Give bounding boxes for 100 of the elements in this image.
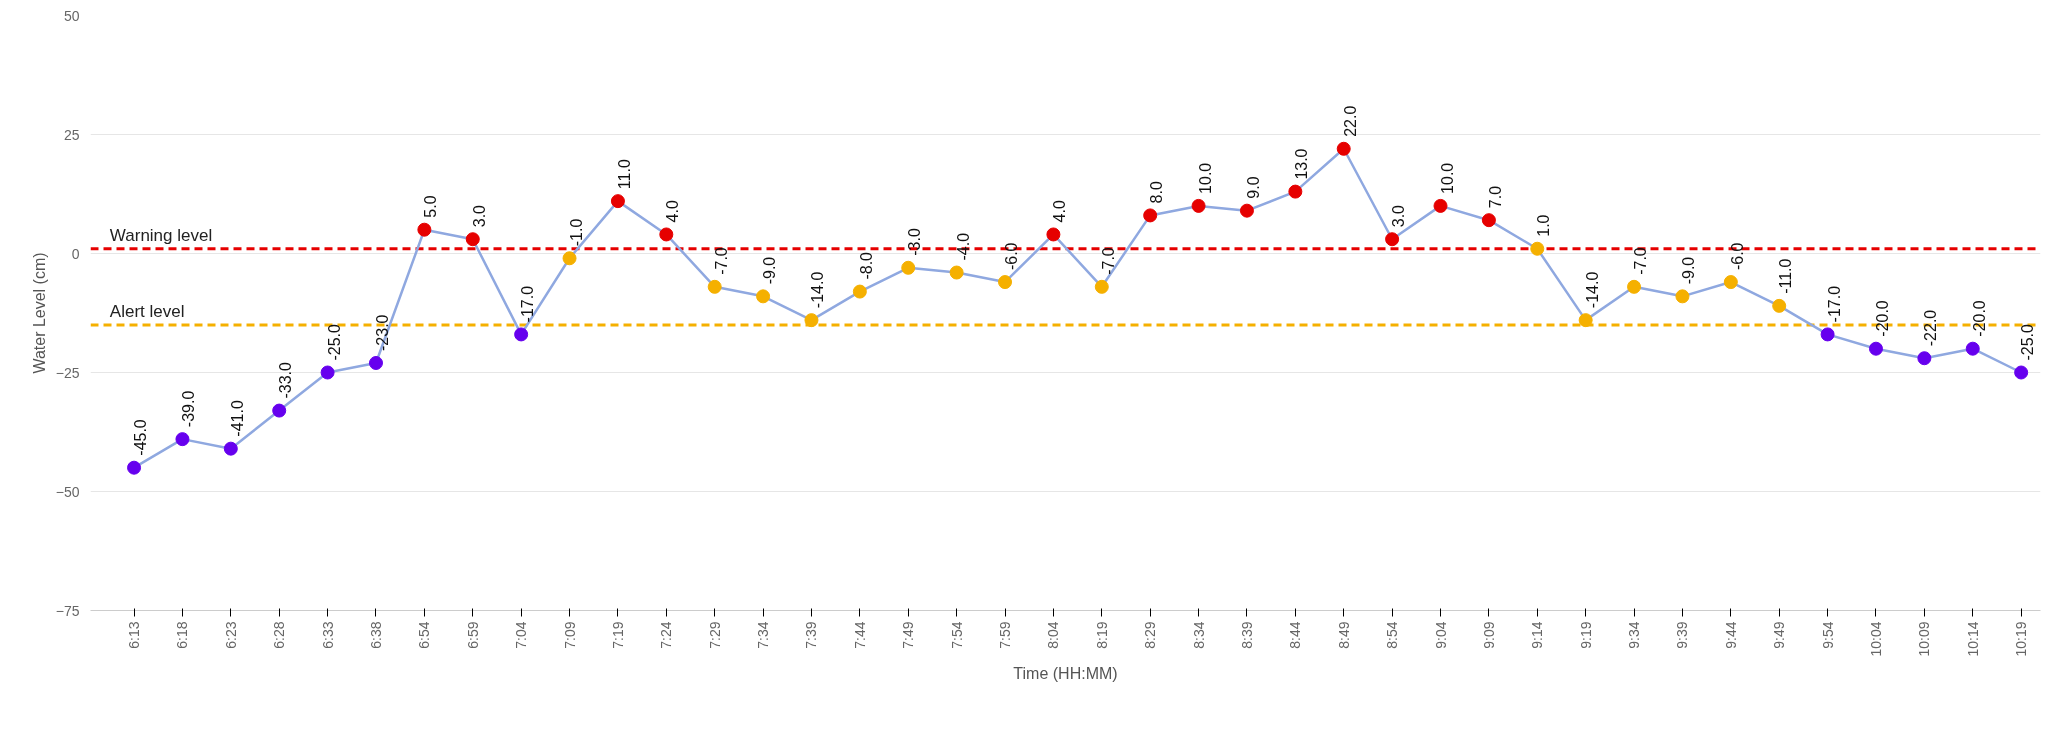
data-label: -41.0: [228, 400, 246, 437]
data-label: 5.0: [422, 195, 440, 218]
x-tick-label: 10:19: [2013, 621, 2030, 657]
data-label: -39.0: [180, 390, 198, 428]
point: [368, 355, 383, 370]
data-label: 3.0: [470, 204, 488, 228]
x-tick-label: 10:04: [1867, 621, 1884, 657]
x-tick-label: 7:39: [803, 621, 820, 649]
point: [417, 222, 432, 237]
y-axis-title: Water Level (cm): [30, 252, 48, 374]
x-tick-label: 9:09: [1480, 621, 1497, 649]
x-tick-label: 7:44: [851, 621, 868, 649]
x-tick-label: 7:59: [997, 621, 1014, 649]
point: [1481, 213, 1496, 228]
x-tick-label: 7:49: [900, 621, 917, 649]
point: [127, 460, 142, 475]
point: [175, 432, 190, 447]
point: [1820, 327, 1835, 342]
y-tick-label: −50: [55, 483, 80, 500]
data-label: -3.0: [906, 228, 924, 256]
x-tick-label: 8:04: [1045, 621, 1062, 649]
point: [1723, 275, 1738, 290]
x-tick-label: 7:19: [609, 621, 626, 649]
point: [610, 194, 625, 209]
data-label: 10.0: [1196, 162, 1214, 194]
x-tick-label: 9:54: [1819, 621, 1836, 649]
x-tick-label: 6:59: [464, 621, 481, 649]
point: [514, 327, 529, 342]
x-tick-label: 6:28: [271, 621, 288, 649]
point: [223, 441, 238, 456]
point: [1433, 198, 1448, 213]
x-tick-label: 8:39: [1238, 621, 1255, 649]
data-label: 8.0: [1148, 181, 1166, 204]
data-label: 3.0: [1390, 204, 1408, 228]
point: [1868, 341, 1883, 356]
x-tick-label: 7:24: [658, 621, 675, 649]
x-tick-label: 7:34: [755, 621, 772, 649]
data-label: -17.0: [1825, 285, 1843, 323]
data-label: -9.0: [1680, 256, 1698, 285]
x-tick-label: 8:54: [1384, 621, 1401, 649]
data-label: -6.0: [1003, 242, 1021, 271]
point: [1578, 313, 1593, 328]
point: [1288, 184, 1303, 199]
y-tick-label: −75: [55, 602, 80, 619]
y-tick-label: 0: [71, 245, 80, 262]
y-tick-label: 25: [63, 126, 80, 143]
data-label: -1.0: [567, 218, 585, 247]
data-label: -22.0: [1922, 309, 1940, 347]
point: [1385, 232, 1400, 247]
point: [1675, 289, 1690, 304]
point: [465, 232, 480, 247]
point: [852, 284, 867, 299]
data-label: -7.0: [712, 247, 730, 275]
data-label: -8.0: [857, 251, 875, 280]
x-tick-label: 8:29: [1142, 621, 1159, 649]
point: [1094, 279, 1109, 294]
data-label: 4.0: [664, 200, 682, 223]
x-tick-label: 6:13: [126, 621, 143, 649]
data-label: 1.0: [1535, 214, 1553, 237]
data-label: -33.0: [277, 362, 295, 399]
y-tick-label: 50: [63, 7, 80, 24]
x-tick-label: 9:14: [1529, 621, 1546, 649]
point: [1627, 279, 1642, 294]
point: [272, 403, 287, 418]
data-label: -7.0: [1099, 247, 1117, 275]
point: [756, 289, 771, 304]
data-label: -14.0: [1583, 271, 1601, 309]
data-label: -20.0: [1970, 300, 1988, 337]
x-tick-label: 8:34: [1190, 621, 1207, 649]
point: [1046, 227, 1061, 242]
x-tick-label: 9:04: [1432, 621, 1449, 649]
x-tick-label: 6:18: [174, 621, 191, 649]
data-label: 11.0: [615, 159, 633, 190]
x-tick-label: 9:49: [1771, 621, 1788, 649]
point: [1965, 341, 1980, 356]
data-label: 7.0: [1486, 185, 1504, 209]
data-label: -7.0: [1632, 247, 1650, 275]
ref-line-label: Alert level: [109, 301, 185, 321]
data-label: -11.0: [1777, 258, 1795, 294]
x-tick-label: 7:04: [513, 621, 530, 649]
x-tick-label: 6:38: [367, 621, 384, 649]
point: [320, 365, 335, 380]
x-tick-label: 8:19: [1093, 621, 1110, 649]
point: [804, 313, 819, 328]
data-label: 9.0: [1244, 176, 1262, 199]
data-label: -4.0: [954, 232, 972, 261]
x-tick-label: 6:23: [222, 621, 239, 649]
data-label: -9.0: [761, 256, 779, 285]
data-label: 4.0: [1051, 200, 1069, 223]
point: [2014, 365, 2029, 380]
data-label: -25.0: [2019, 323, 2037, 361]
data-label: -45.0: [132, 419, 150, 456]
point: [1530, 241, 1545, 256]
point: [1772, 298, 1787, 313]
x-tick-label: 9:34: [1626, 621, 1643, 649]
point: [901, 260, 916, 275]
x-axis-title: Time (HH:MM): [1013, 664, 1118, 682]
point: [562, 251, 577, 266]
point: [1336, 141, 1351, 156]
x-tick-label: 8:44: [1287, 621, 1304, 649]
